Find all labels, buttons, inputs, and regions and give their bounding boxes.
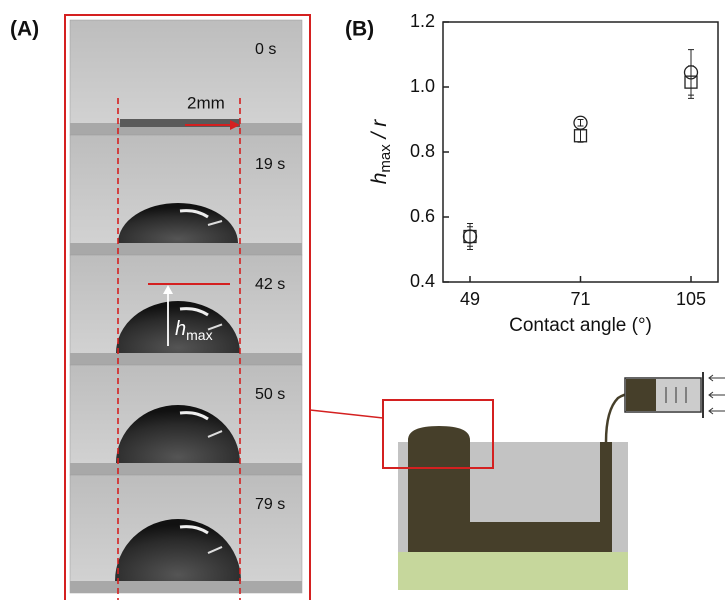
scatter-chart: 0.4 0.6 0.8 1.0 1.2 49 71 105 Contact angle (°) h… xyxy=(368,11,718,336)
y-tick-label: 1.2 xyxy=(410,11,435,31)
y-tick-label: 0.4 xyxy=(410,271,435,291)
figure: (A) 0 s19 s42 s50 s79 s2mmhmax (B) 0.40.… xyxy=(0,0,727,600)
time-label: 79 s xyxy=(255,496,285,513)
syringe-liquid xyxy=(626,379,656,411)
y-title-rest: / r xyxy=(368,119,391,145)
plot-frame xyxy=(443,22,718,282)
time-label: 42 s xyxy=(255,276,285,293)
x-tick-label: 105 xyxy=(676,289,706,309)
y-tick-label: 1.0 xyxy=(410,76,435,96)
scale-label: 2mm xyxy=(187,93,225,112)
substrate xyxy=(70,243,302,255)
x-tick-label: 71 xyxy=(570,289,590,309)
syringe-plunger xyxy=(656,379,700,411)
push-arrows xyxy=(709,375,725,414)
y-title-sub: max xyxy=(377,144,394,173)
time-label: 19 s xyxy=(255,156,285,173)
connector-line xyxy=(310,410,383,418)
base xyxy=(398,552,628,590)
y-tick-label: 0.6 xyxy=(410,206,435,226)
photo-strip: 0 s 19 s 42 s 50 s 79 s 2mm hmax xyxy=(70,20,302,600)
y-axis-title: hmax / r xyxy=(368,119,394,185)
substrate xyxy=(70,463,302,475)
hmax-main: h xyxy=(175,318,186,340)
y-title-main: h xyxy=(368,173,391,185)
hmax-sub: max xyxy=(186,327,212,343)
panel-label: (B) xyxy=(345,18,374,41)
y-tick-label: 0.8 xyxy=(410,141,435,161)
photo-frame-bg xyxy=(70,20,302,135)
setup-schematic xyxy=(383,372,725,590)
substrate xyxy=(70,353,302,365)
substrate xyxy=(70,581,302,593)
time-label: 50 s xyxy=(255,386,285,403)
x-axis-title: Contact angle (°) xyxy=(509,315,652,336)
x-tick-label: 49 xyxy=(460,289,480,309)
time-label: 0 s xyxy=(255,41,276,58)
panel-label: (A) xyxy=(10,18,39,41)
